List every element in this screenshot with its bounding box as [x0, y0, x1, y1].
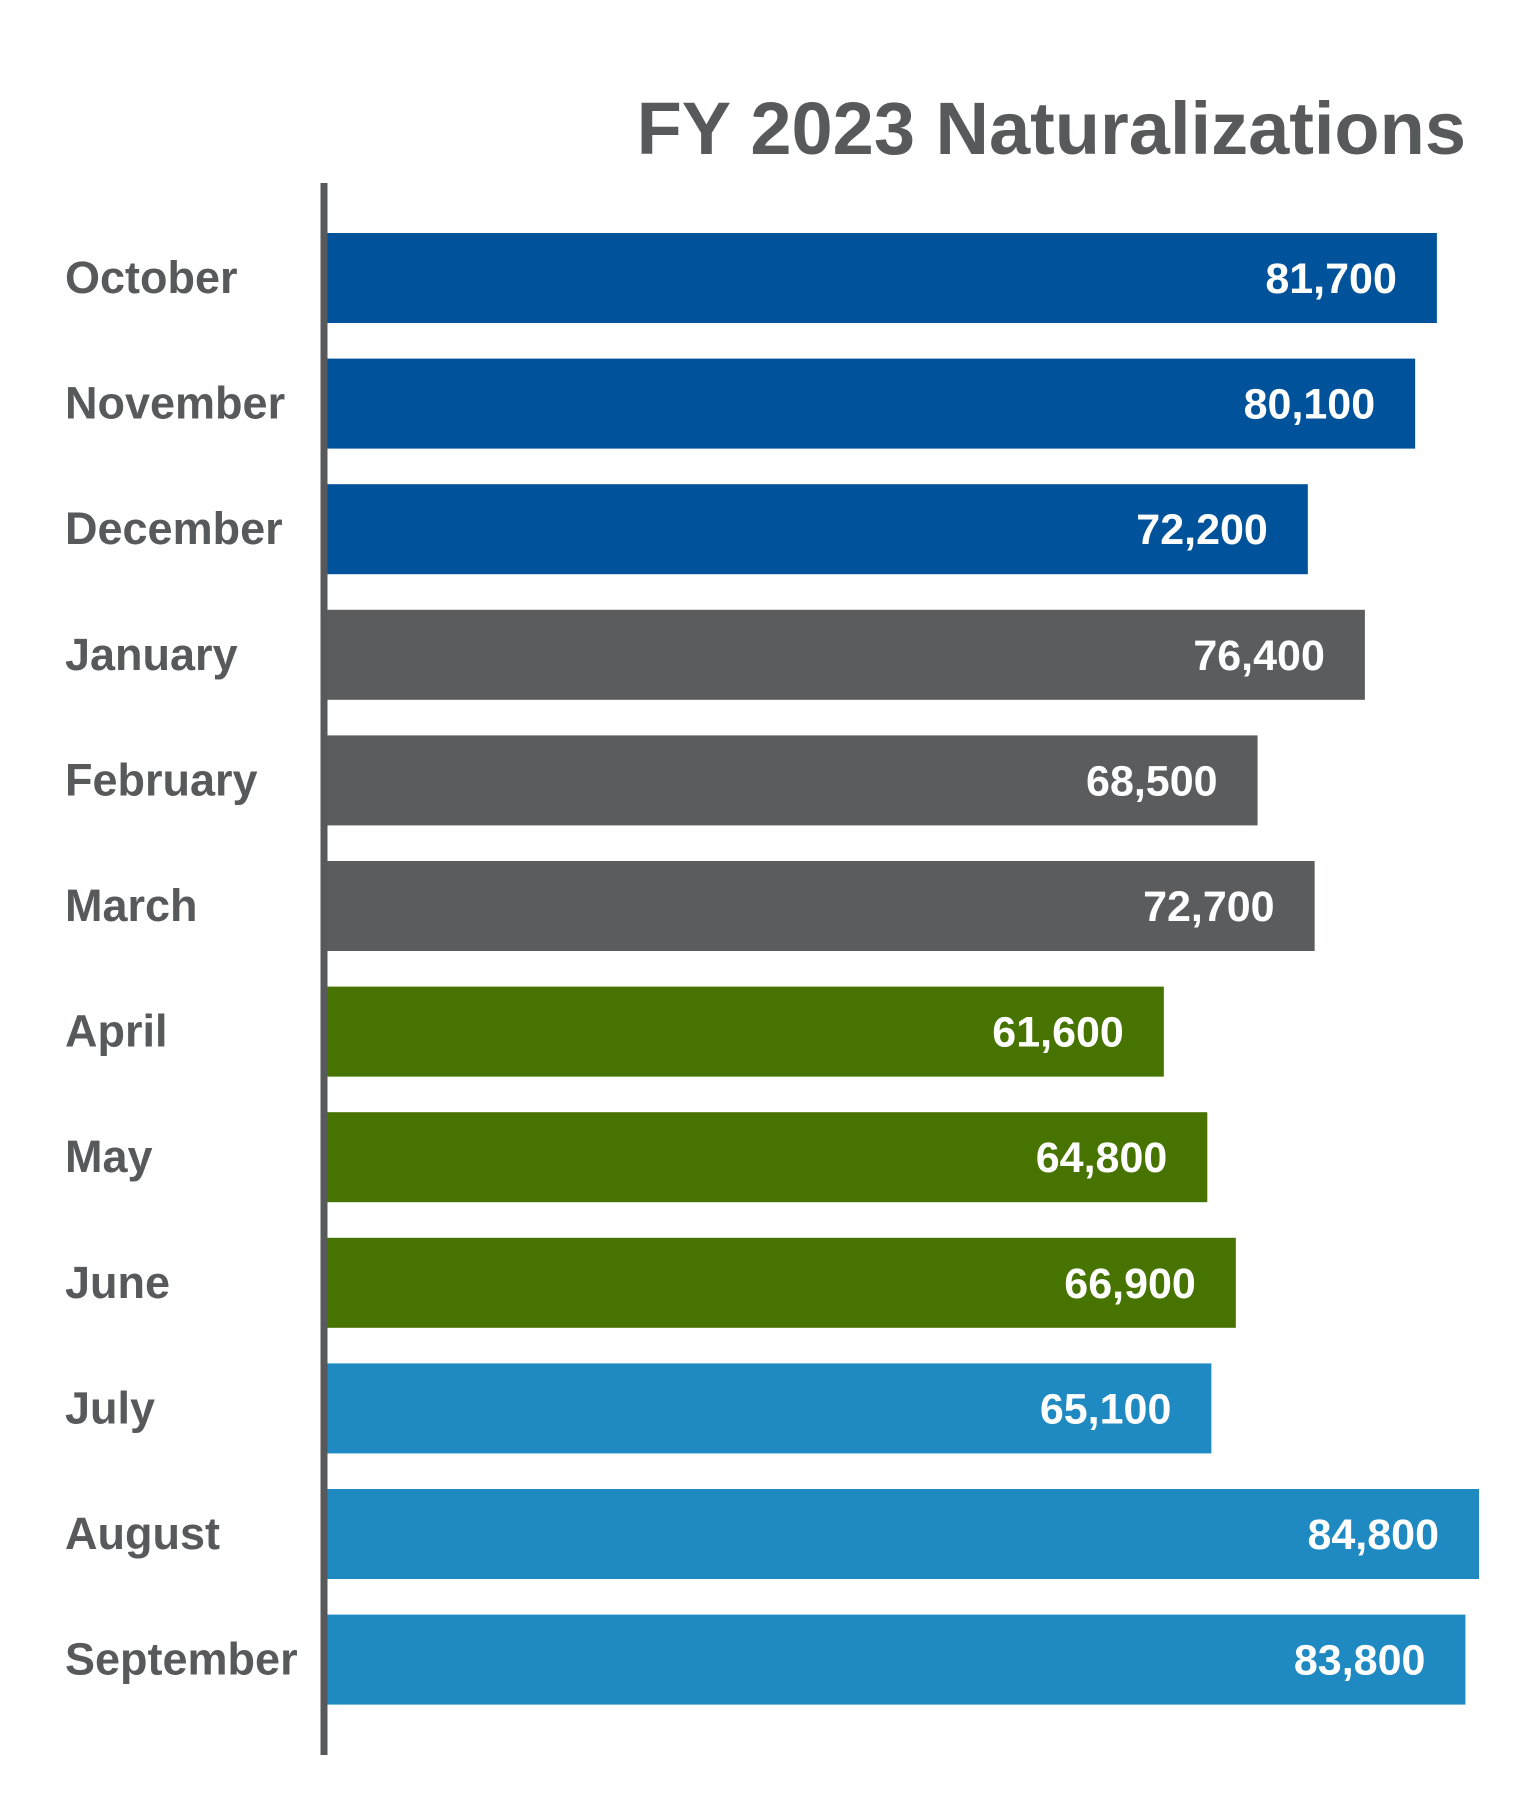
- category-label-september: September: [65, 1634, 298, 1685]
- bar-february: [327, 735, 1258, 826]
- bar-january: [327, 609, 1365, 700]
- bar-group-april: April 61,600: [65, 986, 1164, 1077]
- bar-group-january: January 76,400: [65, 609, 1365, 700]
- bar-group-march: March 72,700: [65, 861, 1315, 951]
- value-label-december: 72,200: [1136, 506, 1268, 554]
- bar-june: [327, 1237, 1236, 1328]
- value-label-march: 72,700: [1143, 883, 1275, 931]
- bar-april: [327, 986, 1164, 1077]
- bar-august: [327, 1489, 1479, 1579]
- bar-november: [327, 358, 1416, 449]
- bar-march: [327, 861, 1315, 951]
- bar-december: [327, 484, 1308, 575]
- bar-september: [327, 1614, 1466, 1705]
- bar-group-may: May 64,800: [65, 1112, 1208, 1203]
- bar-group-june: June 66,900: [65, 1237, 1236, 1328]
- bar-october: [327, 233, 1437, 323]
- bar-group-august: August 84,800: [65, 1489, 1479, 1579]
- category-label-january: January: [65, 629, 238, 680]
- category-label-october: October: [65, 252, 238, 303]
- value-label-february: 68,500: [1086, 757, 1218, 805]
- category-label-november: November: [65, 378, 285, 429]
- value-label-april: 61,600: [992, 1009, 1124, 1057]
- value-label-october: 81,700: [1265, 255, 1397, 303]
- category-label-may: May: [65, 1131, 153, 1182]
- category-label-april: April: [65, 1006, 168, 1057]
- category-label-june: June: [65, 1257, 170, 1308]
- value-label-july: 65,100: [1040, 1385, 1172, 1433]
- bar-group-december: December 72,200: [65, 484, 1308, 575]
- bar-july: [327, 1363, 1212, 1454]
- value-label-november: 80,100: [1244, 381, 1376, 429]
- value-label-january: 76,400: [1193, 632, 1325, 680]
- value-label-september: 83,800: [1294, 1637, 1426, 1685]
- category-label-august: August: [65, 1508, 220, 1559]
- value-label-may: 64,800: [1036, 1134, 1168, 1182]
- category-label-february: February: [65, 754, 258, 805]
- bar-group-february: February 68,500: [65, 735, 1258, 826]
- category-label-july: July: [65, 1382, 155, 1433]
- chart-title: FY 2023 Naturalizations: [637, 87, 1466, 170]
- value-label-august: 84,800: [1307, 1511, 1439, 1559]
- bar-group-july: July 65,100: [65, 1363, 1212, 1454]
- bar-group-november: November 80,100: [65, 358, 1416, 449]
- bar-may: [327, 1112, 1208, 1203]
- bar-group-october: October 81,700: [65, 233, 1437, 323]
- bar-group-september: September 83,800: [65, 1614, 1466, 1705]
- category-label-march: March: [65, 880, 198, 931]
- value-label-june: 66,900: [1064, 1260, 1196, 1308]
- bars-layer: October 81,700 November 80,100 December 72,20…: [65, 233, 1479, 1705]
- category-label-december: December: [65, 503, 283, 554]
